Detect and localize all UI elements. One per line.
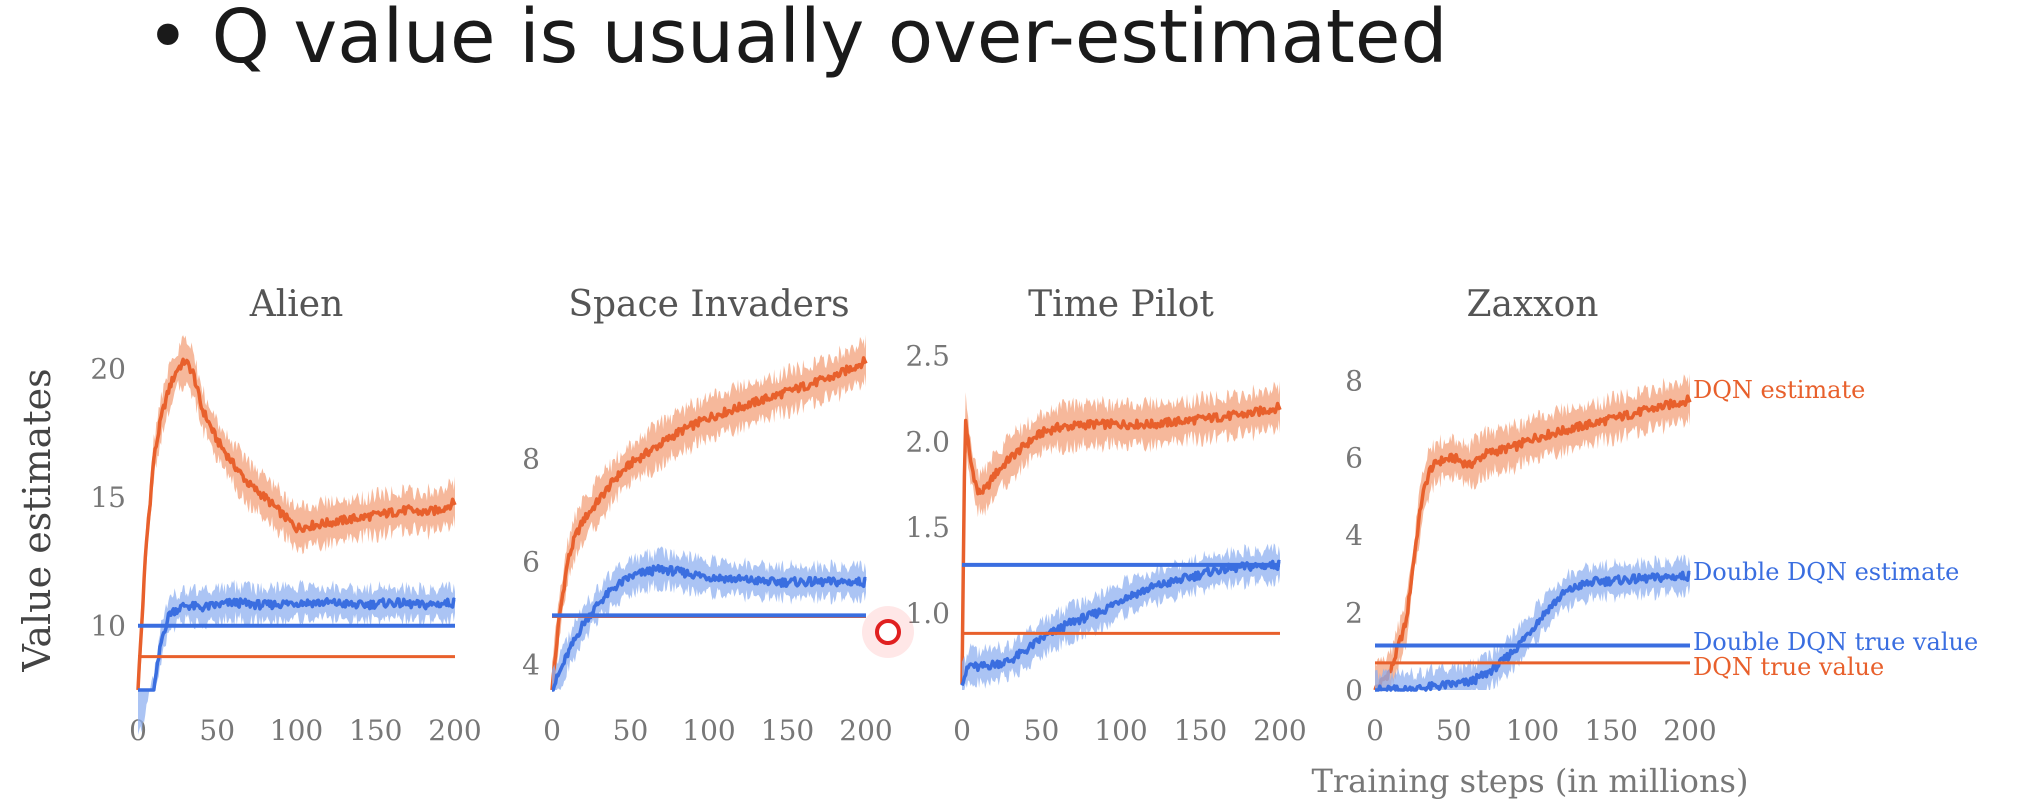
x-tick-label: 200 [1253, 714, 1306, 747]
y-tick-label: 1.5 [905, 511, 950, 544]
x-tick-label: 100 [1506, 714, 1559, 747]
y-axis-label: Value estimates [15, 368, 59, 672]
dqn-estimate-line [1373, 394, 1692, 691]
double-dqn-estimate-line [137, 597, 456, 692]
chart-panel-space-invaders: Space Invaders 0 50 100 150 200 4 6 8 [522, 284, 893, 747]
x-tick-label: 200 [839, 714, 892, 747]
x-tick-label: 50 [1024, 714, 1060, 747]
x-tick-label: 150 [1174, 714, 1227, 747]
x-tick-label: 150 [349, 714, 402, 747]
y-tick-label: 1.0 [905, 597, 950, 630]
y-tick-label: 0 [1345, 674, 1363, 707]
dqn-estimate-band [138, 335, 455, 690]
slide-heading: • Q value is usually over-estimated [146, 0, 1447, 80]
double-dqn-estimate-band [138, 579, 455, 735]
y-tick-label: 20 [90, 353, 126, 386]
x-tick-label: 200 [1663, 714, 1716, 747]
x-tick-label: 100 [682, 714, 735, 747]
x-tick-label: 0 [1366, 714, 1384, 747]
x-tick-label: 200 [428, 714, 481, 747]
x-tick-label: 50 [1436, 714, 1472, 747]
y-tick-label: 15 [90, 481, 126, 514]
x-tick-label: 0 [543, 714, 561, 747]
double-dqn-estimate-line [960, 559, 1281, 687]
x-tick-label: 150 [761, 714, 814, 747]
y-tick-label: 2 [1345, 597, 1363, 630]
y-tick-label: 2.5 [905, 340, 950, 373]
legend-dqn-estimate: DQN estimate [1693, 376, 1865, 404]
x-tick-label: 0 [953, 714, 971, 747]
chart-panel-zaxxon: Zaxxon 0 50 100 150 200 0 2 4 6 8 [1345, 284, 1717, 747]
chart-title: Alien [249, 284, 344, 325]
x-tick-label: 100 [1094, 714, 1147, 747]
y-tick-label: 8 [1345, 364, 1363, 397]
y-tick-label: 6 [522, 545, 540, 578]
y-tick-label: 8 [522, 443, 540, 476]
chart-title: Space Invaders [568, 284, 849, 325]
legend-double-dqn-true-value: Double DQN true value [1693, 628, 1978, 656]
double-dqn-estimate-line [551, 563, 867, 692]
x-tick-label: 150 [1585, 714, 1638, 747]
legend-dqn-true-value: DQN true value [1693, 653, 1884, 681]
chart-title: Time Pilot [1028, 284, 1214, 325]
dqn-estimate-band [1375, 373, 1690, 690]
x-tick-label: 50 [613, 714, 649, 747]
legend-double-dqn-estimate: Double DQN estimate [1693, 558, 1959, 586]
dqn-estimate-line [136, 357, 457, 691]
chart-panel-alien: Alien050100150200101520 [90, 284, 481, 747]
y-tick-label: 4 [522, 648, 540, 681]
double-dqn-estimate-band [1375, 554, 1690, 690]
dqn-estimate-band [552, 334, 866, 690]
x-tick-label: 50 [199, 714, 235, 747]
y-tick-label: 2.0 [905, 425, 950, 458]
cursor-indicator [862, 606, 914, 658]
x-axis-label: Training steps (in millions) [1312, 762, 1749, 800]
y-tick-label: 6 [1345, 442, 1363, 475]
double-dqn-estimate-band [552, 546, 866, 690]
double-dqn-estimate-line [1374, 570, 1691, 692]
chart-title: Zaxxon [1467, 284, 1599, 325]
y-tick-label: 10 [90, 610, 126, 643]
chart-panel-time-pilot: Time Pilot 0 50 100 150 200 1.0 1.5 2.0 2.5 [905, 284, 1306, 747]
heading-text: Q value is usually over-estimated [211, 0, 1448, 80]
y-tick-label: 4 [1345, 519, 1363, 552]
x-tick-label: 100 [270, 714, 323, 747]
bullet-dot: • [146, 0, 190, 80]
dqn-estimate-line [960, 401, 1282, 685]
dqn-estimate-line [550, 356, 868, 691]
